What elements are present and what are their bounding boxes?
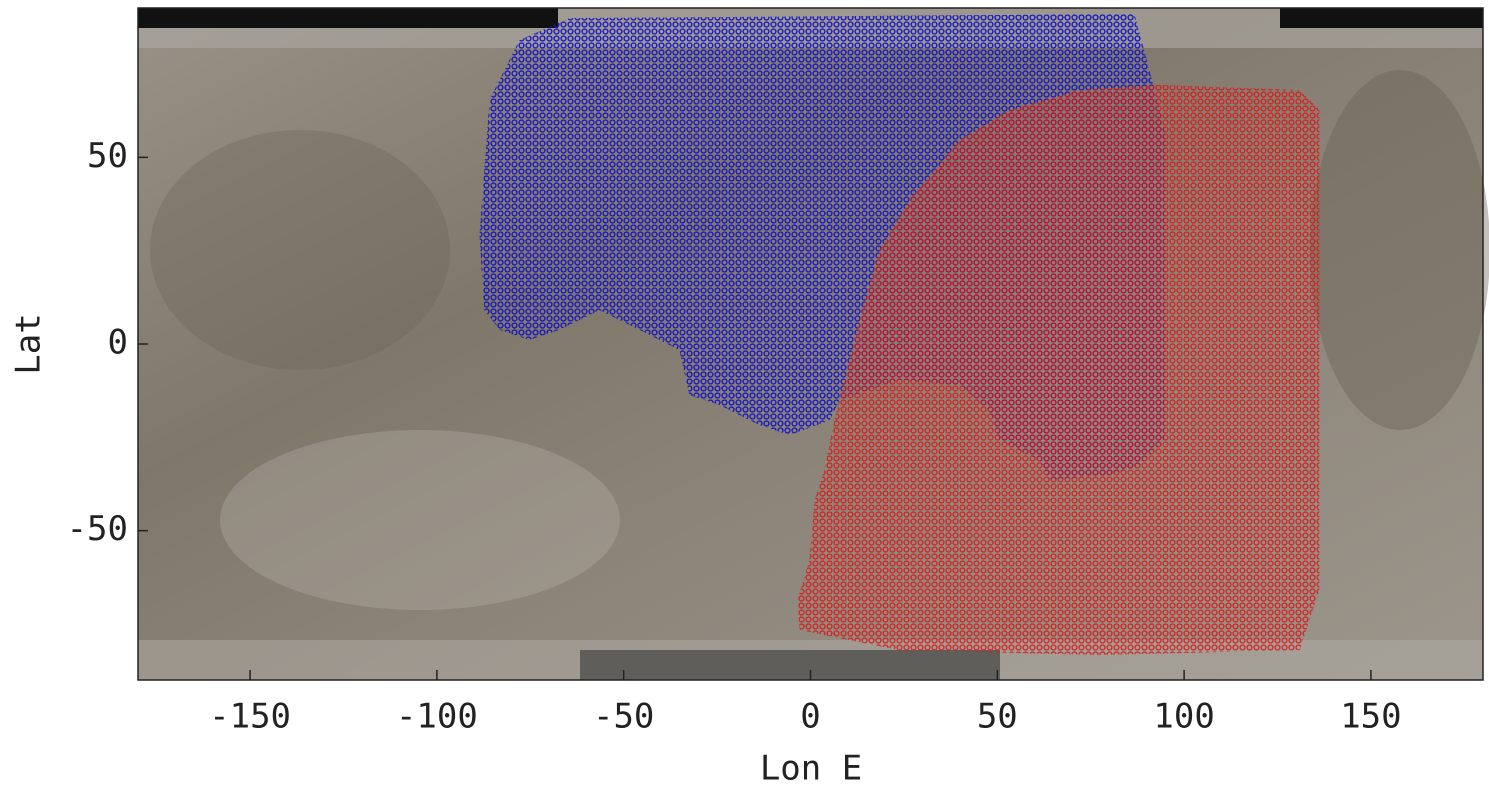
x-tick-label: -50 [593,697,654,737]
x-axis-label: Lon E [760,749,862,787]
x-tick-label: 100 [1153,697,1214,737]
x-tick-label: -150 [209,697,291,737]
x-tick-label: 50 [977,697,1018,737]
y-tick-label: 50 [87,136,128,176]
y-tick-label: -50 [67,509,128,549]
x-tick-label: 150 [1340,697,1401,737]
x-tick-label: -100 [396,697,478,737]
y-tick-label: 0 [108,323,128,363]
page: Lon E Lat -150-100-50050100150-50050 (()… [0,0,1489,787]
chart: Lon E Lat -150 -100 -50 0 50 100 150 -50 0 50 [0,0,1489,787]
x-tick-label: 0 [800,697,820,737]
y-axis-label: Lat [9,313,49,374]
